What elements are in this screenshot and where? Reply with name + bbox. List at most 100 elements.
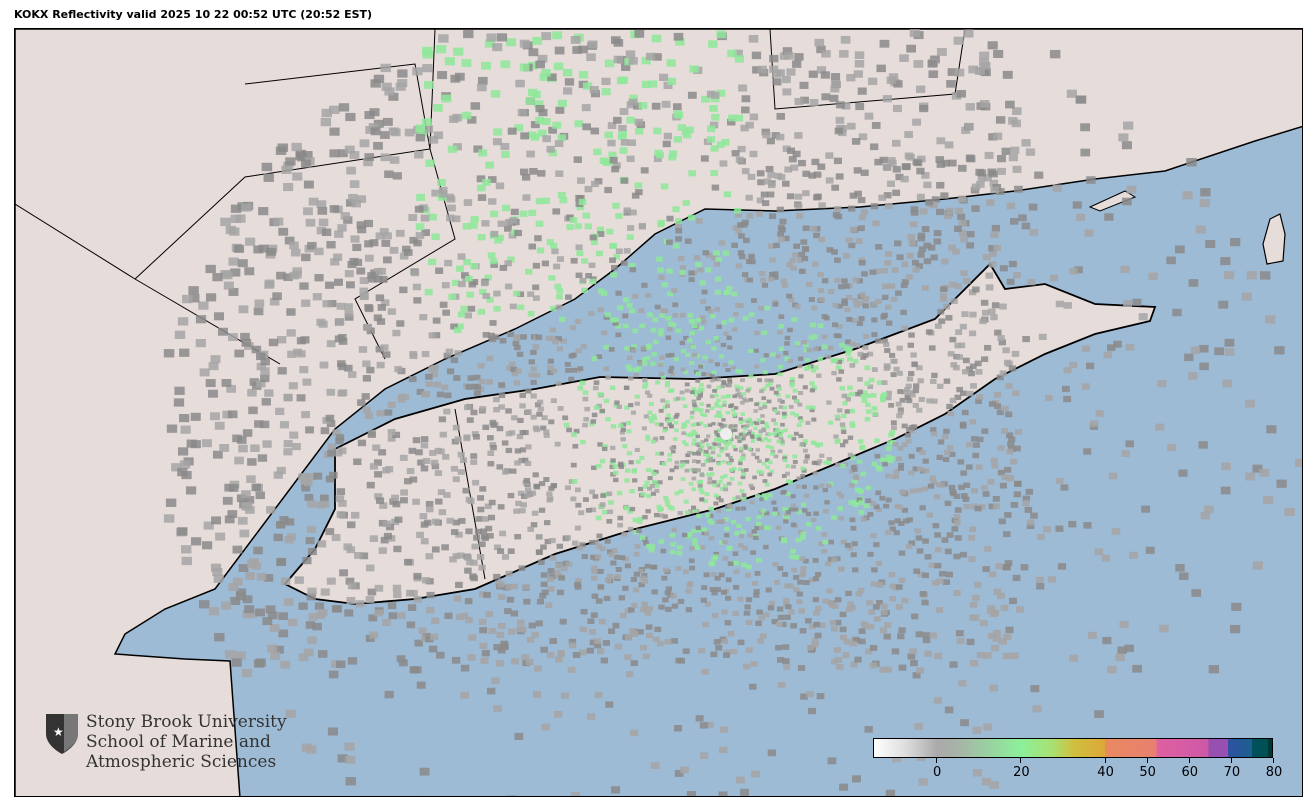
reflectivity-pixel — [858, 638, 866, 645]
reflectivity-pixel — [524, 460, 532, 466]
reflectivity-pixel — [761, 282, 769, 288]
reflectivity-pixel — [621, 63, 631, 71]
reflectivity-pixel — [696, 391, 702, 395]
reflectivity-pixel — [582, 422, 588, 428]
reflectivity-pixel — [928, 562, 936, 569]
reflectivity-pixel — [720, 475, 725, 480]
reflectivity-pixel — [958, 164, 967, 172]
reflectivity-pixel — [785, 464, 791, 469]
reflectivity-pixel — [870, 533, 877, 539]
reflectivity-pixel — [645, 437, 651, 442]
reflectivity-pixel — [599, 157, 608, 164]
reflectivity-pixel — [615, 248, 623, 254]
reflectivity-pixel — [941, 159, 950, 167]
reflectivity-pixel — [668, 154, 677, 161]
reflectivity-pixel — [813, 621, 821, 628]
plot-title: KOKX Reflectivity valid 2025 10 22 00:52… — [14, 8, 373, 21]
reflectivity-pixel — [997, 445, 1005, 451]
reflectivity-pixel — [620, 427, 626, 432]
reflectivity-pixel — [848, 242, 856, 249]
reflectivity-pixel — [805, 405, 811, 410]
reflectivity-pixel — [745, 564, 752, 570]
reflectivity-pixel — [672, 313, 679, 318]
reflectivity-pixel — [852, 479, 858, 484]
reflectivity-pixel — [691, 528, 697, 534]
reflectivity-pixel — [689, 360, 695, 366]
reflectivity-pixel — [701, 463, 706, 467]
reflectivity-pixel — [602, 509, 608, 515]
reflectivity-pixel — [808, 707, 817, 715]
reflectivity-pixel — [732, 428, 737, 432]
reflectivity-pixel — [1037, 533, 1045, 540]
reflectivity-pixel — [698, 364, 704, 369]
reflectivity-pixel — [817, 323, 824, 329]
reflectivity-pixel — [408, 447, 417, 454]
reflectivity-pixel — [946, 532, 954, 538]
reflectivity-pixel — [943, 378, 951, 384]
reflectivity-pixel — [525, 97, 535, 105]
reflectivity-pixel — [535, 104, 545, 113]
reflectivity-pixel — [811, 334, 818, 339]
reflectivity-pixel — [366, 481, 375, 489]
reflectivity-pixel — [682, 569, 689, 575]
reflectivity-pixel — [1004, 560, 1013, 567]
reflectivity-pixel — [208, 607, 220, 616]
reflectivity-pixel — [600, 657, 609, 664]
reflectivity-pixel — [828, 289, 835, 295]
reflectivity-pixel — [799, 572, 806, 578]
reflectivity-pixel — [534, 235, 542, 242]
reflectivity-pixel — [576, 177, 585, 184]
reflectivity-pixel — [613, 39, 624, 47]
reflectivity-pixel — [237, 436, 247, 444]
reflectivity-pixel — [473, 390, 481, 396]
reflectivity-pixel — [635, 459, 641, 464]
reflectivity-pixel — [965, 103, 975, 111]
reflectivity-pixel — [969, 363, 977, 370]
reflectivity-pixel — [709, 587, 716, 592]
reflectivity-pixel — [1174, 245, 1185, 254]
reflectivity-pixel — [809, 98, 819, 106]
reflectivity-pixel — [190, 537, 202, 546]
reflectivity-pixel — [1010, 501, 1019, 508]
reflectivity-pixel — [535, 620, 543, 627]
reflectivity-pixel — [880, 397, 886, 403]
reflectivity-pixel — [515, 79, 525, 88]
reflectivity-pixel — [540, 425, 547, 431]
reflectivity-pixel — [957, 459, 965, 465]
reflectivity-pixel — [224, 515, 235, 524]
reflectivity-pixel — [245, 237, 256, 246]
reflectivity-pixel — [541, 32, 552, 41]
reflectivity-pixel — [748, 374, 754, 379]
reflectivity-pixel — [740, 562, 747, 568]
reflectivity-pixel — [901, 597, 909, 604]
reflectivity-pixel — [557, 406, 564, 411]
reflectivity-pixel — [397, 612, 406, 619]
reflectivity-pixel — [257, 454, 268, 462]
reflectivity-pixel — [765, 444, 771, 449]
reflectivity-pixel — [890, 358, 897, 364]
reflectivity-pixel — [505, 447, 513, 454]
reflectivity-pixel — [676, 550, 683, 556]
reflectivity-pixel — [536, 598, 545, 605]
reflectivity-pixel — [634, 394, 640, 399]
reflectivity-pixel — [346, 281, 355, 289]
reflectivity-pixel — [831, 626, 838, 632]
reflectivity-pixel — [629, 489, 635, 494]
reflectivity-pixel — [506, 365, 514, 371]
reflectivity-pixel — [665, 419, 671, 424]
reflectivity-pixel — [798, 608, 805, 614]
reflectivity-pixel — [989, 170, 998, 178]
reflectivity-pixel — [546, 652, 555, 659]
reflectivity-pixel — [763, 544, 769, 550]
reflectivity-pixel — [659, 313, 665, 318]
reflectivity-pixel — [796, 599, 803, 605]
reflectivity-pixel — [696, 422, 701, 426]
reflectivity-pixel — [1002, 70, 1013, 79]
reflectivity-pixel — [741, 106, 750, 114]
reflectivity-pixel — [741, 472, 747, 477]
reflectivity-pixel — [618, 595, 626, 601]
reflectivity-pixel — [888, 283, 896, 289]
reflectivity-pixel — [596, 533, 603, 539]
reflectivity-pixel — [806, 644, 814, 651]
reflectivity-pixel — [666, 413, 671, 418]
